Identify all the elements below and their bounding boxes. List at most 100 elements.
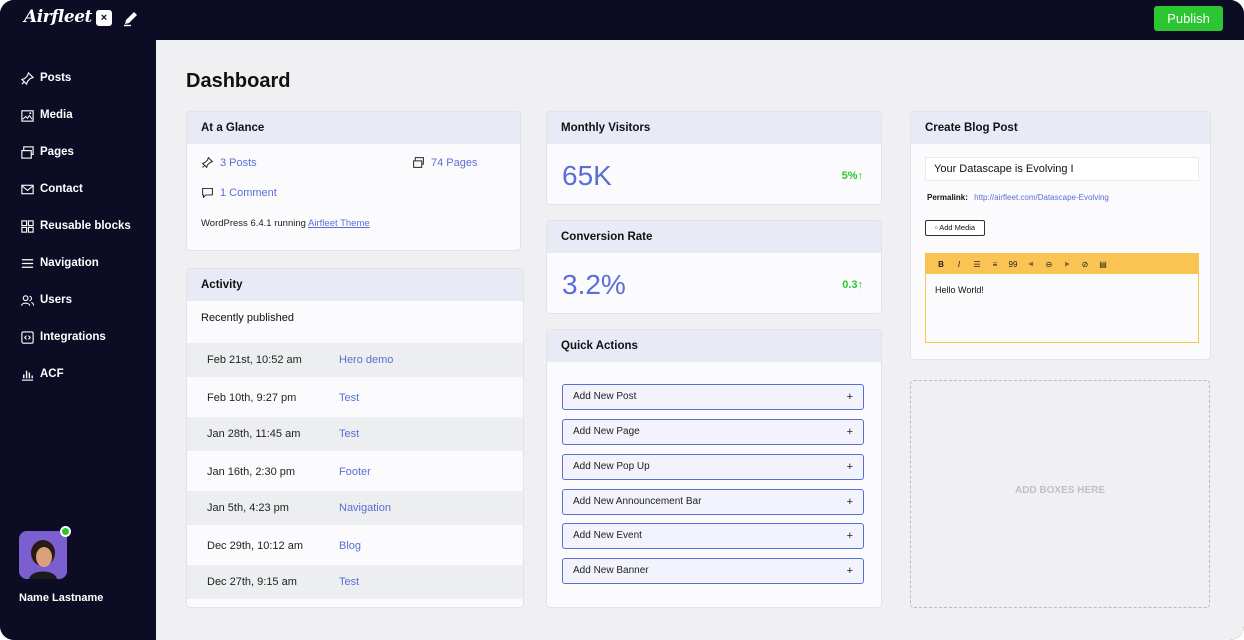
add-new-event-button[interactable]: Add New Event + — [562, 523, 864, 549]
activity-row: Jan 28th, 11:45 am Test — [187, 417, 523, 451]
link-icon[interactable]: ⊘ — [1081, 259, 1089, 269]
plus-icon: + — [846, 461, 853, 473]
pages-icon — [413, 157, 424, 168]
dropzone-label: ADD BOXES HERE — [1014, 485, 1105, 496]
italic-icon[interactable]: I — [957, 259, 961, 269]
add-new-announcement-bar-button[interactable]: Add New Announcement Bar + — [562, 489, 864, 515]
add-new-page-button[interactable]: Add New Page + — [562, 419, 864, 445]
pages-count-link[interactable]: 74 Pages — [412, 156, 477, 169]
sidebar-item-label: Reusable blocks — [40, 220, 131, 232]
user-name: Name Lastname — [19, 592, 104, 604]
more-icon[interactable]: ▤ — [1099, 259, 1107, 269]
activity-link[interactable]: Blog — [339, 540, 362, 552]
add-media-button[interactable]: ▫ Add Media — [925, 220, 985, 236]
activity-date: Dec 29th, 10:12 am — [207, 540, 304, 552]
activity-link[interactable]: Test — [339, 576, 360, 588]
numbered-list-icon[interactable]: ≡ — [992, 259, 998, 269]
integrations-icon — [21, 330, 34, 344]
sidebar-item-integrations[interactable]: Integrations — [20, 327, 106, 347]
top-bar: Airfleet × Publish — [0, 0, 1244, 40]
post-title-input[interactable]: Your Datascape is Evolving I — [925, 157, 1199, 181]
activity-row: Jan 16th, 2:30 pm Footer — [187, 455, 523, 489]
theme-link[interactable]: Airfleet Theme — [308, 218, 370, 229]
user-portrait-icon — [19, 531, 67, 579]
card-title: Monthly Visitors — [547, 112, 881, 144]
mail-icon — [21, 184, 34, 194]
plus-icon: + — [846, 496, 853, 508]
align-left-icon[interactable]: ⫷ — [1028, 259, 1034, 268]
card-title: Create Blog Post — [911, 112, 1210, 144]
sidebar-item-pages[interactable]: Pages — [20, 142, 74, 162]
sidebar-item-label: Integrations — [40, 331, 106, 343]
pencil-icon[interactable] — [122, 9, 140, 27]
sidebar: Posts Media Pages Contact Reusable block… — [0, 40, 156, 640]
bullet-list-icon[interactable]: ☰ — [973, 259, 981, 269]
activity-link[interactable]: Test — [339, 392, 360, 404]
activity-row: Jan 5th, 4:23 pm Navigation — [187, 491, 523, 525]
recently-published-heading: Recently published — [201, 312, 294, 324]
button-label: Add New Post — [573, 391, 637, 402]
card-title: At a Glance — [187, 112, 520, 144]
pin-icon — [20, 71, 35, 85]
sidebar-item-contact[interactable]: Contact — [20, 179, 83, 199]
add-new-post-button[interactable]: Add New Post + — [562, 384, 864, 410]
activity-link[interactable]: Footer — [339, 466, 371, 478]
visitors-delta: 5%↑ — [841, 170, 863, 182]
activity-date: Dec 27th, 9:15 am — [207, 576, 297, 588]
media-icon: ▫ — [934, 223, 938, 232]
activity-row: Dec 27th, 9:15 am Test — [187, 565, 523, 599]
sidebar-item-navigation[interactable]: Navigation — [20, 253, 99, 273]
permalink: Permalink: http://airfleet.com/Datascape… — [927, 193, 1109, 202]
align-right-icon[interactable]: ⫸ — [1064, 259, 1070, 268]
menu-icon — [21, 258, 34, 268]
add-new-pop-up-button[interactable]: Add New Pop Up + — [562, 454, 864, 480]
quote-icon[interactable]: 99 — [1008, 259, 1018, 269]
button-label: Add New Pop Up — [573, 461, 650, 472]
add-boxes-dropzone[interactable]: ADD BOXES HERE — [910, 380, 1210, 608]
activity-row: Dec 29th, 10:12 am Blog — [187, 529, 523, 563]
activity-link[interactable]: Test — [339, 428, 360, 440]
button-label: Add New Announcement Bar — [573, 496, 702, 507]
activity-card: Activity Recently published Feb 21st, 10… — [186, 268, 524, 608]
sidebar-item-acf[interactable]: ACF — [20, 364, 64, 384]
plus-icon: + — [846, 391, 853, 403]
card-title: Quick Actions — [547, 330, 881, 362]
bold-icon[interactable]: B — [938, 259, 944, 269]
at-a-glance-card: At a Glance 3 Posts 74 Pages 1 Comment W… — [186, 111, 521, 251]
close-icon[interactable]: × — [96, 10, 112, 26]
sidebar-item-users[interactable]: Users — [20, 290, 72, 310]
sidebar-item-label: Contact — [40, 183, 83, 195]
button-label: Add New Page — [573, 426, 640, 437]
plus-icon: + — [846, 426, 853, 438]
sidebar-item-posts[interactable]: Posts — [20, 68, 71, 88]
sidebar-item-label: Users — [40, 294, 72, 306]
blocks-icon — [21, 219, 34, 233]
activity-link[interactable]: Hero demo — [339, 354, 394, 366]
sidebar-item-label: ACF — [40, 368, 64, 380]
permalink-url[interactable]: http://airfleet.com/Datascape-Evolving — [974, 193, 1109, 202]
airfleet-logo[interactable]: Airfleet — [24, 7, 92, 27]
activity-date: Feb 10th, 9:27 pm — [207, 392, 297, 404]
editor-body[interactable]: Hello World! — [935, 285, 984, 295]
posts-count-link[interactable]: 3 Posts — [201, 156, 257, 169]
avatar[interactable] — [19, 531, 67, 579]
activity-row: Feb 10th, 9:27 pm Test — [187, 381, 523, 415]
conversion-rate-card: Conversion Rate 3.2% 0.3↑ — [546, 220, 882, 314]
conversion-value: 3.2% — [562, 269, 626, 300]
align-center-icon[interactable]: ⊖ — [1045, 259, 1053, 269]
add-new-banner-button[interactable]: Add New Banner + — [562, 558, 864, 584]
plus-icon: + — [846, 530, 853, 542]
posts-count-label: 3 Posts — [220, 156, 257, 169]
content-editor[interactable]: B I ☰ ≡ 99 ⫷ ⊖ ⫸ ⊘ ▤ Hello World! — [925, 253, 1199, 343]
main-content: Dashboard At a Glance 3 Posts 74 Pages 1… — [156, 40, 1244, 640]
comments-count-link[interactable]: 1 Comment — [201, 186, 277, 199]
sidebar-item-media[interactable]: Media — [20, 105, 73, 125]
activity-date: Jan 16th, 2:30 pm — [207, 466, 296, 478]
publish-button[interactable]: Publish — [1154, 6, 1223, 31]
add-media-label: Add Media — [939, 223, 976, 232]
chart-icon — [21, 370, 34, 381]
activity-link[interactable]: Navigation — [339, 502, 391, 514]
sidebar-item-reusable-blocks[interactable]: Reusable blocks — [20, 216, 131, 236]
pin-icon — [201, 156, 214, 169]
